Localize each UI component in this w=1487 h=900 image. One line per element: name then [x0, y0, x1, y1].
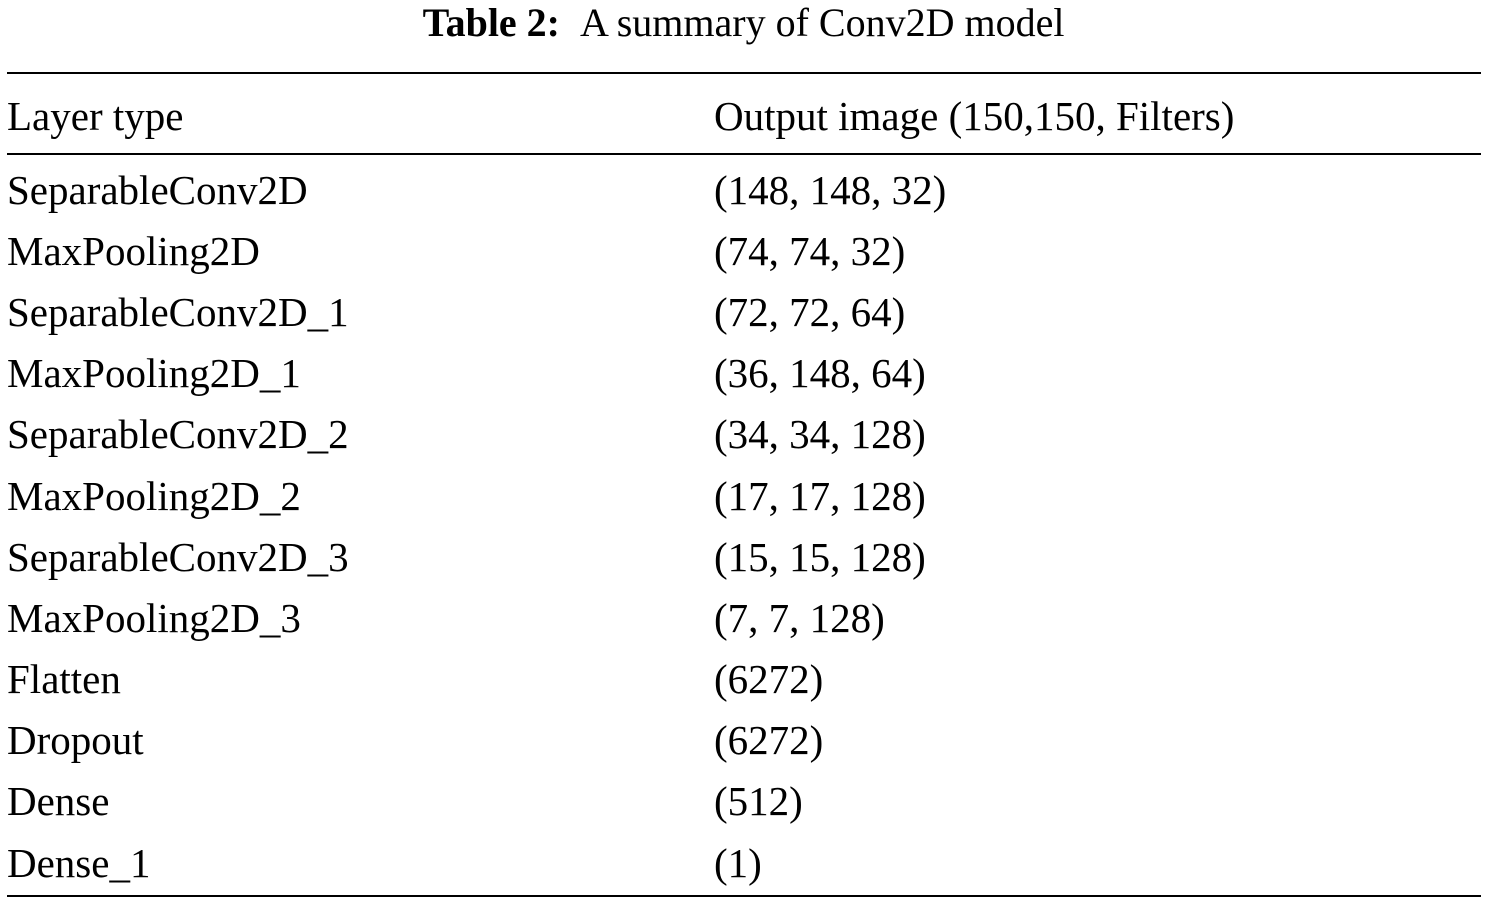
- table-row: SeparableConv2D_2 (34, 34, 128): [7, 404, 1481, 465]
- table-row: MaxPooling2D_1 (36, 148, 64): [7, 343, 1481, 404]
- output-shape-cell: (15, 15, 128): [714, 533, 926, 580]
- output-shape-cell: (72, 72, 64): [714, 288, 906, 335]
- table-row: MaxPooling2D (74, 74, 32): [7, 220, 1481, 281]
- caption-label: Table 2:: [422, 0, 561, 45]
- table-body: SeparableConv2D (148, 148, 32) MaxPooling2…: [7, 154, 1481, 895]
- output-shape-cell: (1): [714, 839, 762, 886]
- output-shape-cell: (74, 74, 32): [714, 227, 906, 274]
- layer-type-cell: SeparableConv2D_3: [7, 533, 349, 580]
- table-row: SeparableConv2D_3 (15, 15, 128): [7, 526, 1481, 587]
- layer-type-cell: SeparableConv2D_2: [7, 411, 349, 458]
- table-row: MaxPooling2D_3 (7, 7, 128): [7, 587, 1481, 648]
- table-row: SeparableConv2D (148, 148, 32): [7, 154, 1481, 220]
- table-row: MaxPooling2D_2 (17, 17, 128): [7, 465, 1481, 526]
- layer-type-cell: Flatten: [7, 656, 121, 703]
- layer-type-cell: MaxPooling2D_2: [7, 472, 301, 519]
- table-row: Dense_1 (1): [7, 832, 1481, 895]
- layer-type-cell: MaxPooling2D_1: [7, 350, 301, 397]
- caption-text: A summary of Conv2D model: [580, 0, 1065, 45]
- output-shape-cell: (512): [714, 778, 803, 825]
- layer-type-cell: MaxPooling2D: [7, 227, 260, 274]
- table-row: Flatten (6272): [7, 649, 1481, 710]
- output-shape-cell: (6272): [714, 656, 824, 703]
- layer-type-cell: Dropout: [7, 717, 144, 764]
- summary-table-container: Layer type Output image (150,150, Filter…: [7, 72, 1481, 898]
- table-row: SeparableConv2D_1 (72, 72, 64): [7, 281, 1481, 342]
- bottom-rule: [7, 895, 1481, 898]
- output-shape-cell: (36, 148, 64): [714, 350, 926, 397]
- header-output-image: Output image (150,150, Filters): [714, 92, 1235, 139]
- output-shape-cell: (148, 148, 32): [714, 166, 947, 213]
- output-shape-cell: (7, 7, 128): [714, 594, 885, 641]
- table-row: Dense (512): [7, 771, 1481, 832]
- output-shape-cell: (17, 17, 128): [714, 472, 926, 519]
- output-shape-cell: (34, 34, 128): [714, 411, 926, 458]
- summary-table: Layer type Output image (150,150, Filter…: [7, 74, 1481, 895]
- layer-type-cell: SeparableConv2D: [7, 166, 308, 213]
- top-rule: [7, 72, 1481, 74]
- layer-type-cell: MaxPooling2D_3: [7, 594, 301, 641]
- layer-type-cell: SeparableConv2D_1: [7, 288, 349, 335]
- header-layer-type: Layer type: [7, 92, 184, 139]
- table-caption: Table 2: A summary of Conv2D model: [0, 0, 1487, 46]
- table-row: Dropout (6272): [7, 710, 1481, 771]
- layer-type-cell: Dense: [7, 778, 110, 825]
- layer-type-cell: Dense_1: [7, 839, 151, 886]
- table-header: Layer type Output image (150,150, Filter…: [7, 74, 1481, 154]
- output-shape-cell: (6272): [714, 717, 824, 764]
- header-row: Layer type Output image (150,150, Filter…: [7, 74, 1481, 154]
